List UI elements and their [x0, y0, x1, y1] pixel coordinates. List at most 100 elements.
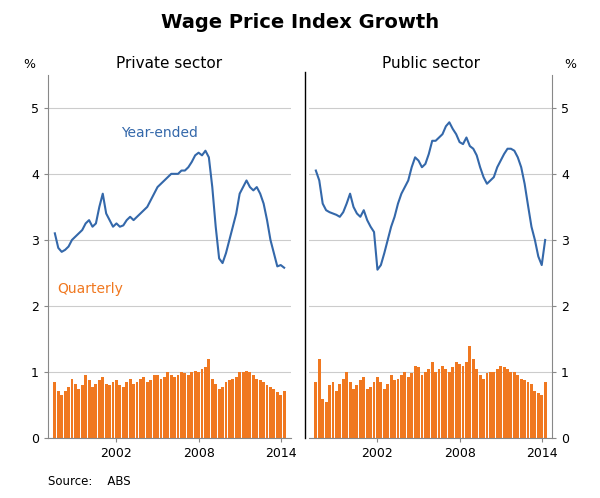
Bar	[204, 367, 207, 438]
Bar	[136, 382, 139, 438]
Bar	[262, 382, 265, 438]
Bar	[74, 384, 77, 438]
Bar	[170, 375, 173, 438]
Bar	[180, 372, 183, 438]
Bar	[173, 377, 176, 438]
Bar	[98, 380, 101, 438]
Bar	[325, 402, 328, 438]
Bar	[238, 372, 241, 438]
Bar	[248, 372, 251, 438]
Bar	[345, 372, 348, 438]
Bar	[469, 346, 471, 438]
Bar	[509, 372, 512, 438]
Bar	[228, 380, 231, 438]
Bar	[366, 388, 368, 438]
Bar	[503, 367, 506, 438]
Bar	[355, 385, 358, 438]
Bar	[60, 395, 63, 438]
Bar	[400, 375, 403, 438]
Bar	[379, 382, 382, 438]
Bar	[190, 372, 193, 438]
Bar	[530, 384, 533, 438]
Bar	[465, 362, 468, 438]
Text: Year-ended: Year-ended	[121, 125, 198, 139]
Bar	[200, 369, 203, 438]
Bar	[252, 375, 255, 438]
Bar	[369, 386, 372, 438]
Bar	[434, 372, 437, 438]
Bar	[390, 375, 392, 438]
Bar	[146, 382, 149, 438]
Bar	[84, 375, 87, 438]
Bar	[187, 375, 190, 438]
Bar	[383, 388, 386, 438]
Bar	[235, 377, 238, 438]
Bar	[328, 385, 331, 438]
Bar	[101, 377, 104, 438]
Bar	[413, 366, 416, 438]
Bar	[359, 380, 362, 438]
Bar	[112, 382, 115, 438]
Bar	[129, 379, 131, 438]
Bar	[160, 379, 163, 438]
Bar	[485, 374, 488, 438]
Bar	[362, 377, 365, 438]
Text: %: %	[564, 58, 576, 71]
Bar	[421, 375, 424, 438]
Bar	[537, 393, 540, 438]
Bar	[544, 382, 547, 438]
Bar	[266, 385, 268, 438]
Bar	[427, 369, 430, 438]
Bar	[386, 384, 389, 438]
Bar	[475, 369, 478, 438]
Bar	[208, 359, 210, 438]
Bar	[272, 388, 275, 438]
Bar	[410, 374, 413, 438]
Bar	[523, 380, 526, 438]
Bar	[431, 362, 434, 438]
Bar	[517, 375, 519, 438]
Bar	[242, 372, 245, 438]
Bar	[283, 390, 286, 438]
Bar	[81, 385, 83, 438]
Bar	[332, 382, 334, 438]
Bar	[407, 377, 410, 438]
Bar	[149, 380, 152, 438]
Bar	[349, 382, 352, 438]
Bar	[318, 359, 321, 438]
Bar	[451, 367, 454, 438]
Bar	[125, 382, 128, 438]
Bar	[77, 388, 80, 438]
Bar	[122, 386, 125, 438]
Bar	[163, 377, 166, 438]
Bar	[437, 369, 440, 438]
Bar	[88, 380, 91, 438]
Bar	[176, 375, 179, 438]
Bar	[156, 375, 159, 438]
Bar	[115, 380, 118, 438]
Bar	[533, 390, 536, 438]
Bar	[397, 379, 400, 438]
Bar	[441, 366, 444, 438]
Bar	[53, 382, 56, 438]
Bar	[314, 382, 317, 438]
Bar	[352, 388, 355, 438]
Bar	[194, 371, 197, 438]
Bar	[496, 369, 499, 438]
Bar	[513, 372, 516, 438]
Bar	[232, 379, 234, 438]
Text: Quarterly: Quarterly	[58, 282, 124, 296]
Bar	[94, 384, 97, 438]
Bar	[479, 375, 482, 438]
Bar	[67, 386, 70, 438]
Bar	[506, 369, 509, 438]
Bar	[342, 379, 344, 438]
Bar	[393, 380, 396, 438]
Text: %: %	[24, 58, 36, 71]
Bar	[221, 386, 224, 438]
Bar	[472, 359, 475, 438]
Bar	[520, 379, 523, 438]
Bar	[499, 366, 502, 438]
Bar	[540, 395, 543, 438]
Bar	[152, 375, 155, 438]
